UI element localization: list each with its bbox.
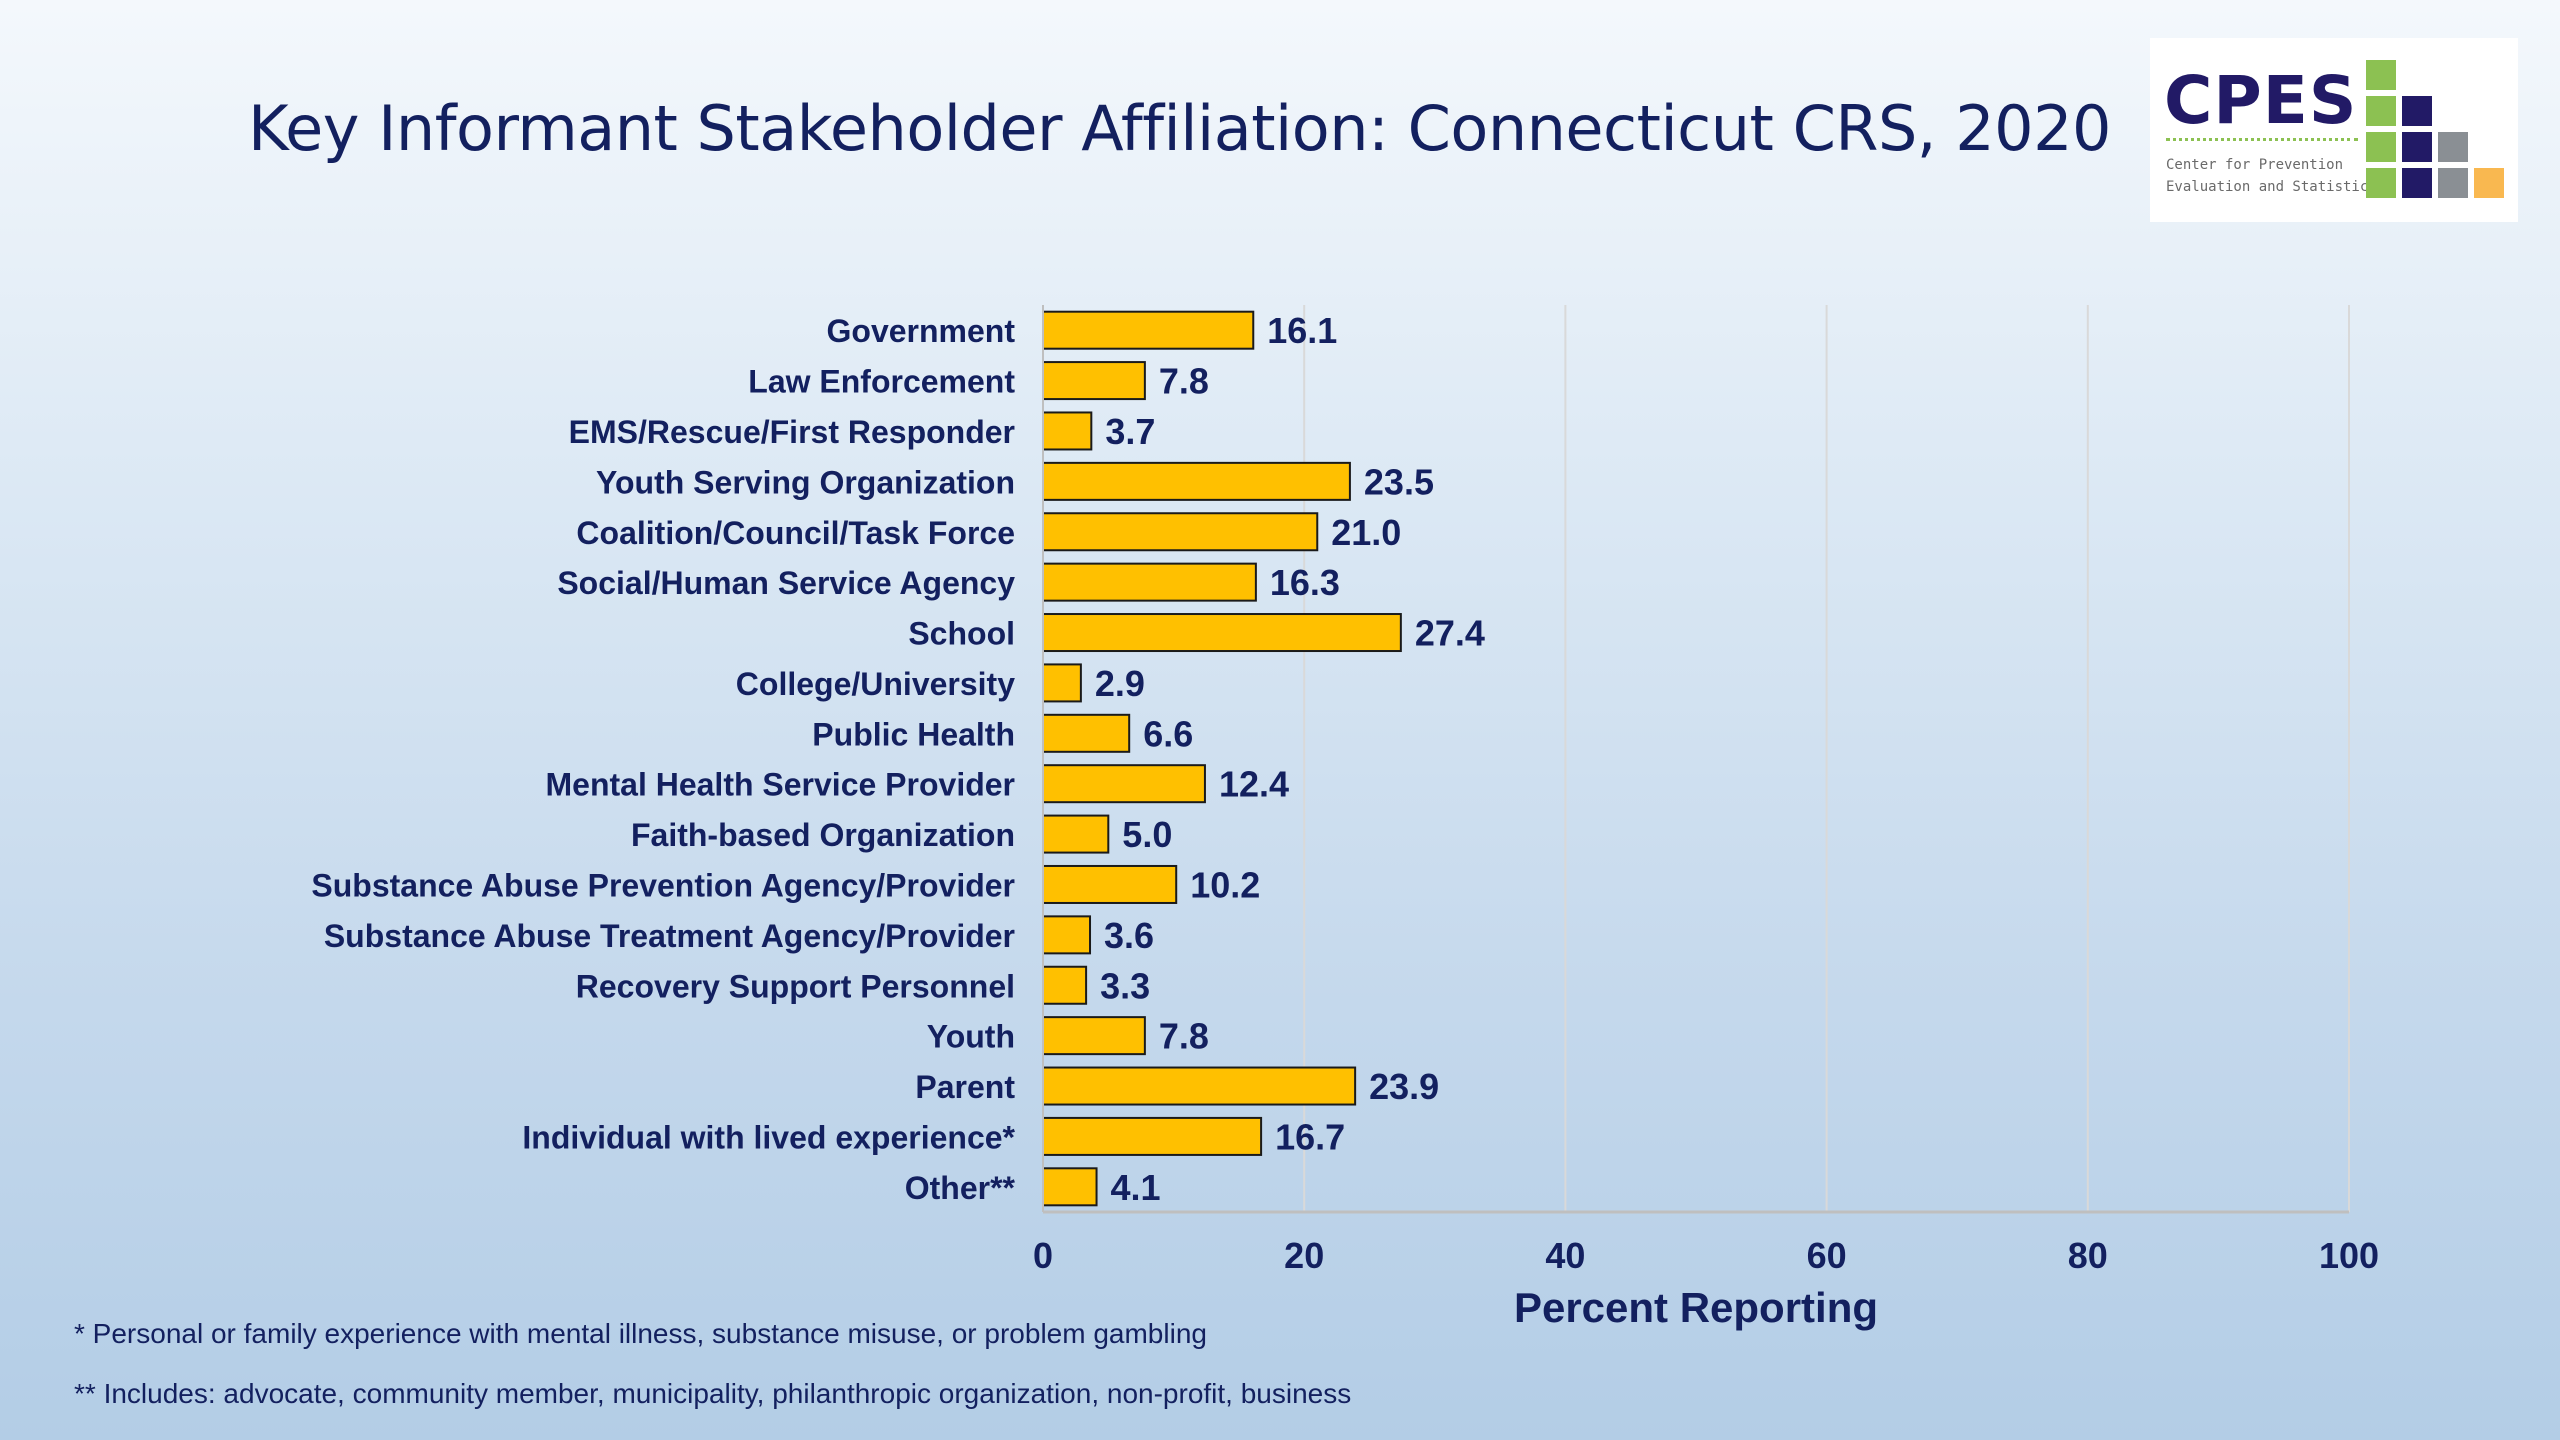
data-label: 27.4 <box>1415 613 1485 654</box>
data-label: 7.8 <box>1159 361 1209 402</box>
footnote-other: ** Includes: advocate, community member,… <box>74 1378 1352 1409</box>
data-label: 2.9 <box>1095 663 1145 704</box>
cpes-logo: CPES Center for Prevention Evaluation an… <box>2150 38 2518 222</box>
data-label: 12.4 <box>1219 764 1289 805</box>
logo-subtitle-line1: Center for Prevention <box>2166 157 2344 173</box>
data-label: 10.2 <box>1190 864 1260 905</box>
bar <box>1042 1016 1146 1056</box>
category-label: Parent <box>915 1069 1015 1105</box>
bar <box>1042 814 1110 854</box>
category-labels: Government Law Enforcement EMS/Rescue/Firs… <box>311 313 1015 1206</box>
bar <box>1042 713 1131 753</box>
bar <box>1042 1167 1098 1207</box>
data-label: 16.3 <box>1270 562 1340 603</box>
data-label: 6.6 <box>1143 713 1193 754</box>
bar <box>1042 915 1092 955</box>
category-label: Law Enforcement <box>748 364 1015 400</box>
chart-grid <box>1303 305 2350 1212</box>
data-label: 23.9 <box>1369 1066 1439 1107</box>
category-label: Substance Abuse Prevention Agency/Provid… <box>311 867 1015 903</box>
bar <box>1042 613 1402 653</box>
data-label: 23.5 <box>1364 461 1434 502</box>
category-label: Government <box>827 313 1016 349</box>
data-label: 4.1 <box>1111 1167 1161 1208</box>
category-label: College/University <box>736 666 1015 702</box>
data-label: 3.7 <box>1105 411 1155 452</box>
data-label: 5.0 <box>1122 814 1172 855</box>
category-label: Youth Serving Organization <box>596 464 1015 500</box>
bar <box>1042 461 1351 501</box>
bar <box>1042 512 1319 552</box>
bar <box>1042 663 1082 703</box>
category-label: Substance Abuse Treatment Agency/Provide… <box>324 918 1015 954</box>
chart-bars <box>1042 310 1402 1207</box>
logo-name: CPES <box>2164 62 2358 139</box>
bar <box>1042 310 1255 350</box>
data-label: 16.7 <box>1275 1116 1345 1157</box>
category-label: Individual with lived experience* <box>522 1119 1015 1155</box>
category-label: Recovery Support Personnel <box>576 968 1015 1004</box>
data-label: 21.0 <box>1331 512 1401 553</box>
category-label: Public Health <box>812 716 1015 752</box>
category-label: Youth <box>927 1019 1015 1055</box>
x-tick-label: 0 <box>1033 1235 1053 1276</box>
bar <box>1042 411 1093 451</box>
data-label: 3.6 <box>1104 915 1154 956</box>
value-labels: 16.17.83.723.521.016.327.42.96.612.45.01… <box>1095 310 1485 1208</box>
logo-subtitle: Center for Prevention Evaluation and Sta… <box>2166 154 2377 198</box>
x-tick-label: 20 <box>1284 1235 1324 1276</box>
slide-title: Key Informant Stakeholder Affiliation: C… <box>248 92 2112 165</box>
category-label: Other** <box>905 1170 1016 1206</box>
x-tick-label: 40 <box>1545 1235 1585 1276</box>
bar <box>1042 562 1257 602</box>
bar <box>1042 864 1178 904</box>
logo-divider <box>2166 138 2358 141</box>
logo-blocks-icon <box>2366 60 2504 198</box>
x-tick-label: 100 <box>2319 1235 2379 1276</box>
x-tick-label: 80 <box>2068 1235 2108 1276</box>
bar <box>1042 965 1088 1005</box>
bar <box>1042 764 1206 804</box>
footnote-lived-experience: * Personal or family experience with men… <box>74 1318 1207 1349</box>
x-axis-title: Percent Reporting <box>1514 1284 1878 1331</box>
category-label: EMS/Rescue/First Responder <box>569 414 1015 450</box>
category-label: Coalition/Council/Task Force <box>576 515 1015 551</box>
data-label: 7.8 <box>1159 1016 1209 1057</box>
x-axis: 0 20 40 60 80 100 <box>1033 305 2379 1276</box>
category-label: Mental Health Service Provider <box>545 767 1015 803</box>
logo-subtitle-line2: Evaluation and Statistics <box>2166 179 2377 195</box>
category-label: School <box>908 616 1015 652</box>
data-label: 16.1 <box>1267 310 1337 351</box>
category-label: Faith-based Organization <box>631 817 1015 853</box>
bar <box>1042 1066 1357 1106</box>
data-label: 3.3 <box>1100 965 1150 1006</box>
bar <box>1042 1116 1263 1156</box>
x-tick-label: 60 <box>1807 1235 1847 1276</box>
category-label: Social/Human Service Agency <box>557 565 1015 601</box>
bar <box>1042 361 1146 401</box>
